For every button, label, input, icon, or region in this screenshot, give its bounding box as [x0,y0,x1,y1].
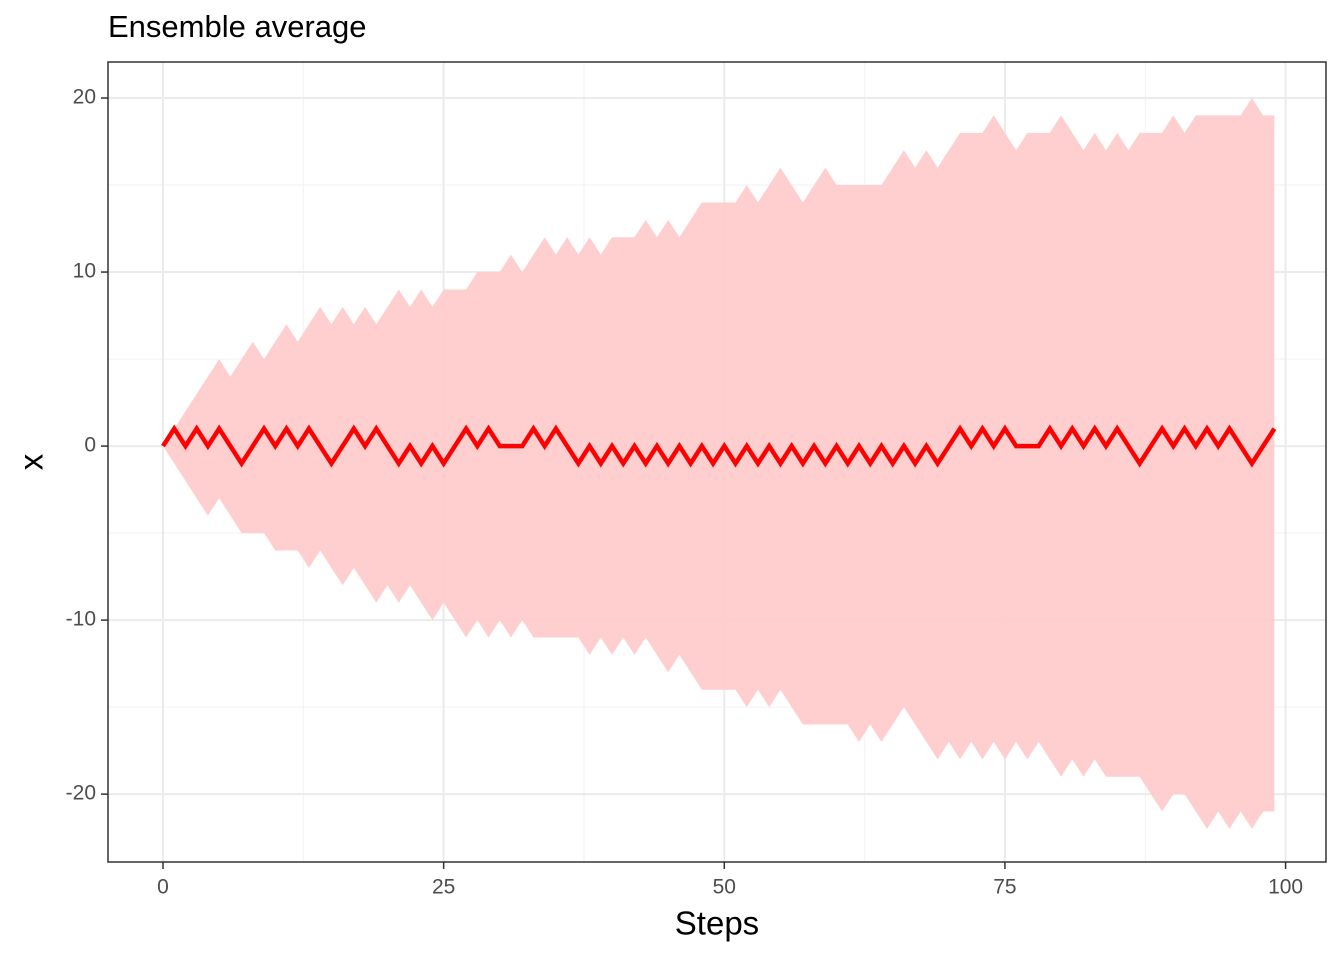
ribbon [163,98,1275,829]
panel-border [107,61,1327,863]
y-axis-title: x [13,453,50,470]
x-tick-label: 50 [713,876,736,899]
mean-line [161,424,1277,468]
y-tick-label: 10 [73,260,96,283]
y-tick-label: -10 [66,608,96,631]
y-tick-label: -20 [66,782,96,805]
chart-title: Ensemble average [108,9,367,44]
x-tick-label: 0 [157,876,169,899]
x-tick-label: 75 [993,876,1016,899]
y-tick-label: 20 [73,86,96,109]
y-tick-label: 0 [84,434,96,457]
x-axis-title: Steps [675,905,759,942]
x-tick-label: 100 [1268,876,1303,899]
x-tick-label: 25 [432,876,455,899]
